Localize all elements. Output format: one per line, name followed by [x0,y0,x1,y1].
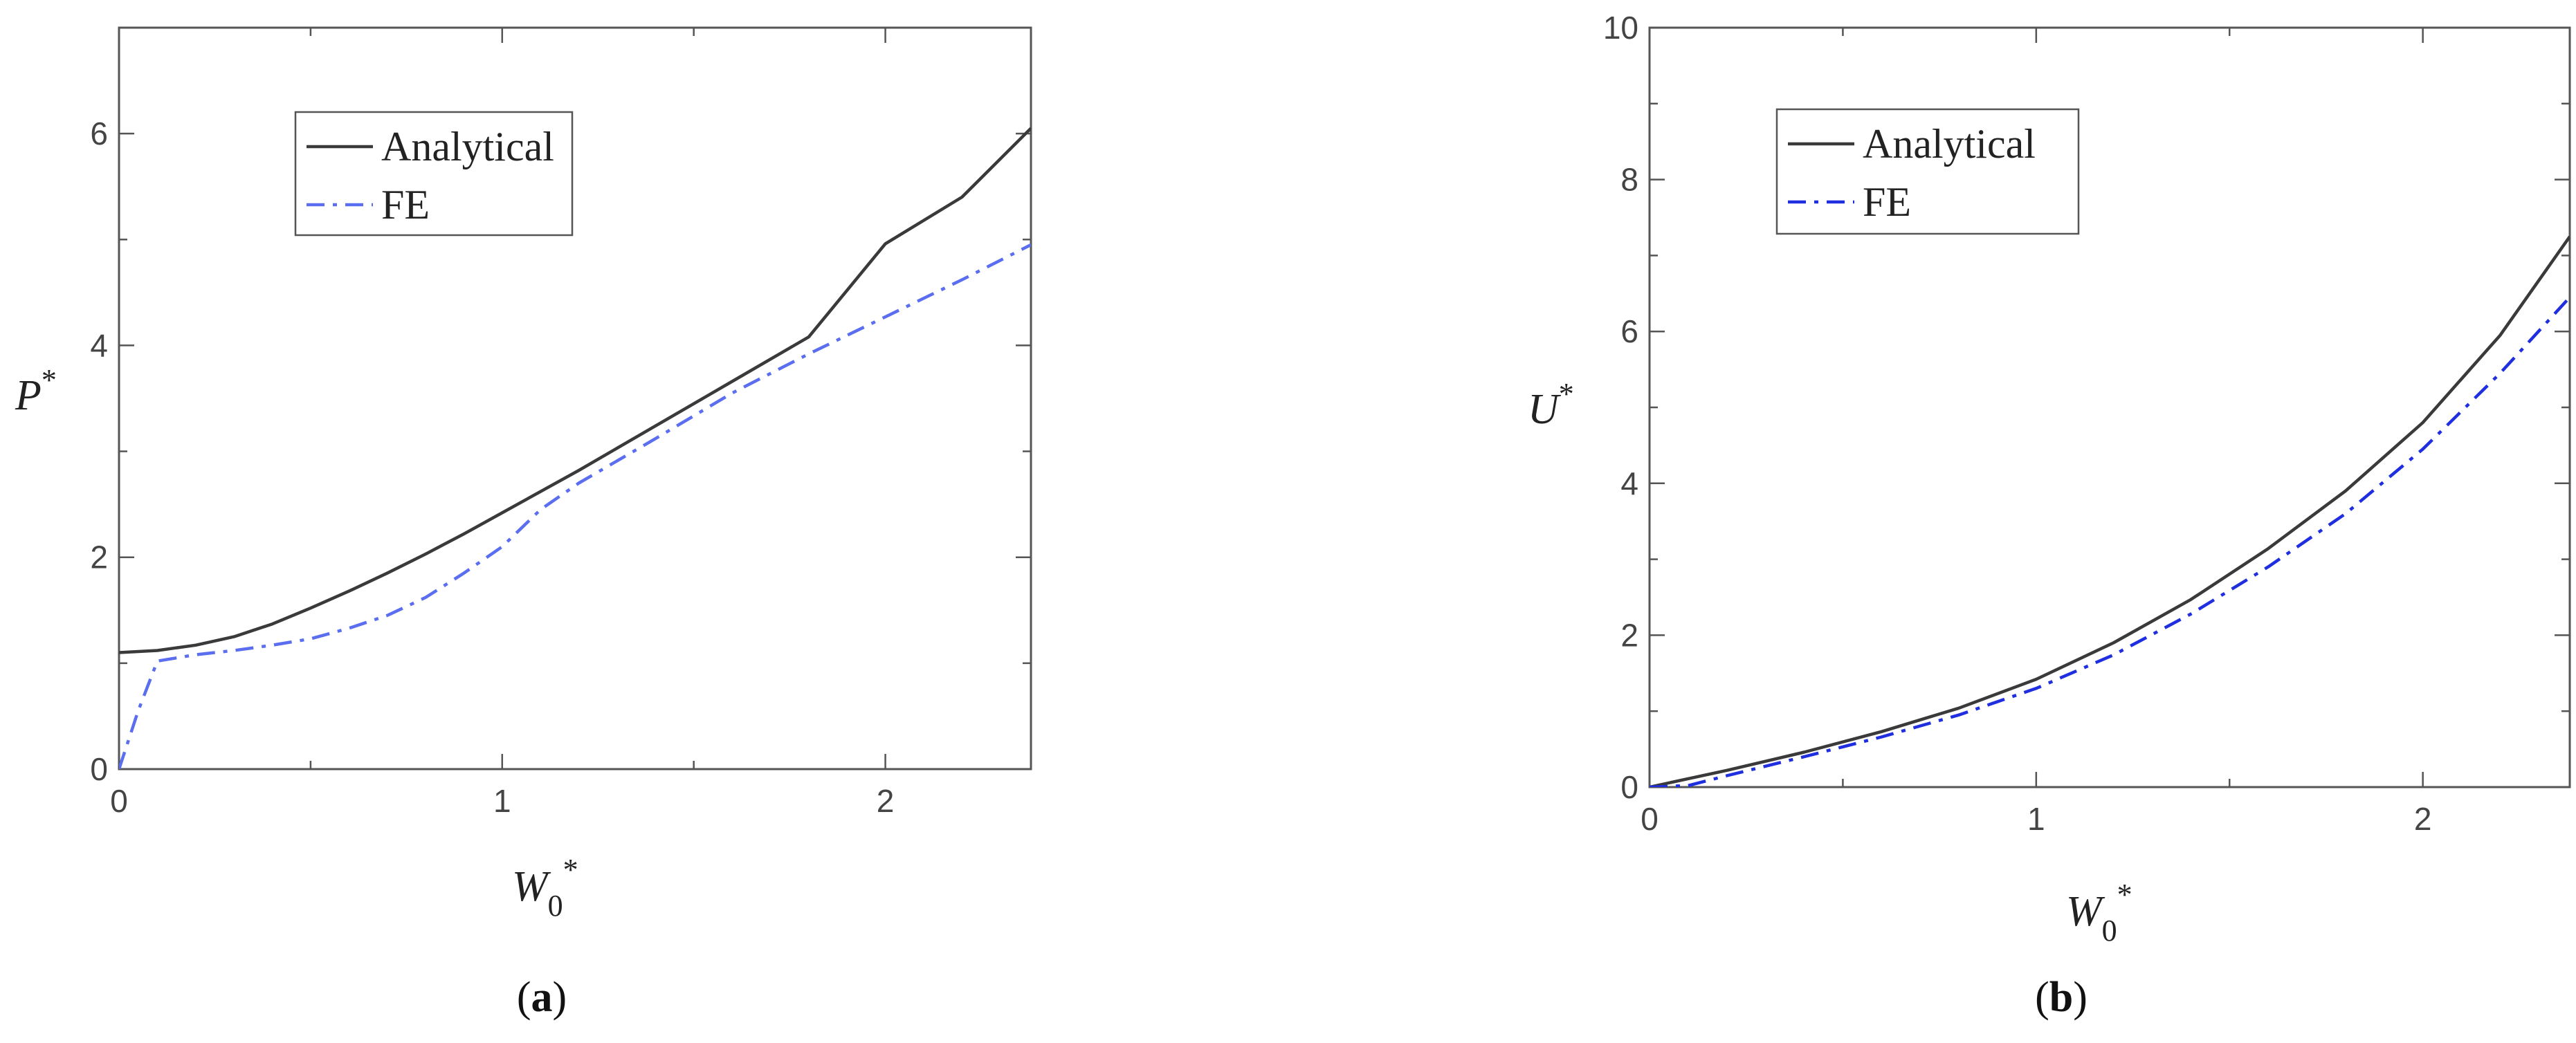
y-tick-label-a-1: 2 [90,539,108,575]
y-axis-label-a: P* [15,363,57,419]
x-tick-label-b-0: 0 [1641,801,1659,837]
y-axis-symbol-a: P [15,372,42,419]
x-axis-subscript-b: 0 [2102,914,2117,948]
panel-caption-a: (a) [517,974,567,1021]
legend-b: Analytical FE [1775,108,2080,235]
ticks-b: 0 2 4 6 8 10 0 1 2 [1603,10,2570,837]
y-tick-label-b-4: 8 [1620,162,1638,198]
series-line-analytical-a [119,127,1031,654]
x-tick-label-a-1: 1 [493,783,511,819]
legend-label-analytical-b: Analytical [1863,121,2036,167]
series-b [1650,235,2570,787]
y-tick-label-b-3: 6 [1620,313,1638,349]
y-tick-label-b-5: 10 [1603,10,1638,46]
x-axis-label-b: W0* [2066,878,2132,948]
x-axis-subscript-a: 0 [548,889,563,923]
x-tick-label-b-2: 2 [2414,801,2432,837]
ticks-a: 0 2 4 6 0 1 2 [90,28,1031,819]
series-a [119,127,1031,769]
x-axis-symbol-a: W [512,863,551,910]
y-axis-symbol-b: U [1528,386,1562,433]
x-axis-superscript-a: * [563,853,578,887]
legend-a: Analytical FE [294,111,574,237]
x-axis-superscript-b: * [2117,878,2132,912]
panel-caption-letter-b: b [2049,974,2073,1021]
y-tick-label-a-2: 4 [90,327,108,363]
x-tick-label-b-1: 1 [2027,801,2045,837]
legend-label-fe-a: FE [381,182,430,228]
plot-frame-a [118,26,1032,770]
y-axis-superscript-b: * [1559,377,1574,411]
x-axis-symbol-b: W [2066,888,2105,935]
x-axis-label-a: W0* [512,853,578,923]
series-line-fe-a [119,243,1031,769]
panel-caption-letter-a: a [531,974,553,1021]
y-tick-label-a-0: 0 [90,751,108,787]
x-tick-label-a-2: 2 [877,783,895,819]
y-axis-superscript-a: * [42,363,57,397]
series-line-fe-b [1650,296,2570,787]
x-tick-label-a-0: 0 [110,783,128,819]
legend-label-analytical-a: Analytical [381,124,554,169]
y-tick-label-b-2: 4 [1620,465,1638,501]
y-axis-label-b: U* [1528,377,1574,433]
panel-caption-b: (b) [2035,974,2088,1021]
legend-label-fe-b: FE [1863,179,1911,225]
legend-box-b [1775,108,2080,235]
legend-box-a [294,111,574,237]
y-tick-label-a-3: 6 [90,116,108,151]
series-line-analytical-b [1650,235,2570,787]
y-tick-label-b-0: 0 [1620,769,1638,805]
y-tick-label-b-1: 2 [1620,617,1638,653]
